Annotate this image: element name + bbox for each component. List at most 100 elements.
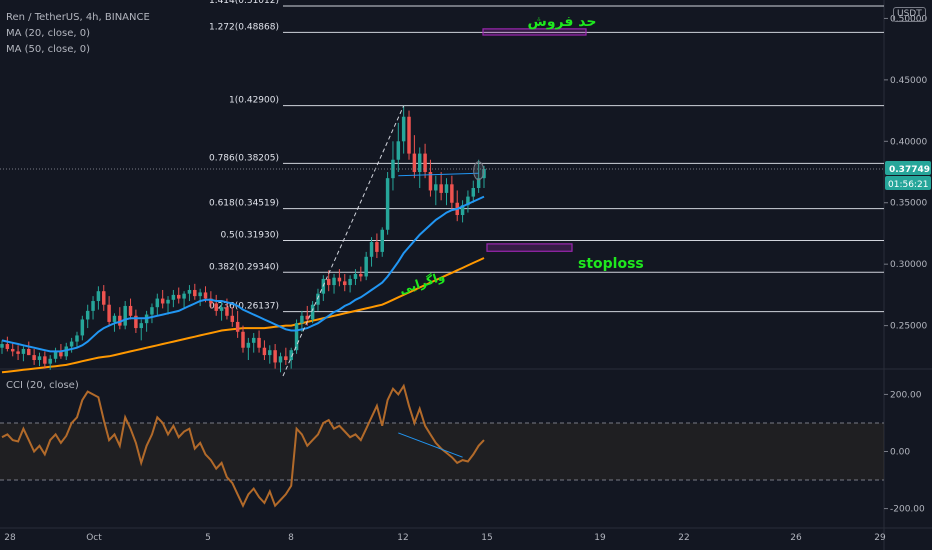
candle-48[interactable] bbox=[257, 330, 261, 353]
candle-74[interactable] bbox=[396, 122, 401, 173]
candle-24[interactable] bbox=[128, 298, 133, 320]
candle-15[interactable] bbox=[80, 315, 85, 341]
candle-56[interactable] bbox=[300, 310, 304, 332]
candle-88[interactable] bbox=[471, 180, 476, 203]
candle-33[interactable] bbox=[176, 287, 181, 304]
candle-69[interactable] bbox=[369, 237, 374, 267]
candle-6[interactable] bbox=[32, 348, 36, 365]
candle-68[interactable] bbox=[364, 251, 368, 281]
candle-body-84 bbox=[450, 184, 454, 203]
candle-35[interactable] bbox=[187, 285, 192, 302]
fib-label-7: 0.236(0.26137) bbox=[209, 302, 279, 312]
candle-8[interactable] bbox=[43, 351, 47, 369]
candle-3[interactable] bbox=[16, 345, 20, 361]
candles[interactable] bbox=[0, 105, 486, 373]
candle-body-8 bbox=[43, 356, 47, 364]
candle-50[interactable] bbox=[268, 345, 272, 364]
candle-55[interactable] bbox=[294, 319, 299, 354]
candle-76[interactable] bbox=[407, 110, 411, 160]
candle-86[interactable] bbox=[460, 200, 465, 223]
candle-2[interactable] bbox=[10, 342, 15, 357]
candle-body-4 bbox=[21, 348, 26, 354]
candle-32[interactable] bbox=[171, 289, 176, 308]
candle-41[interactable] bbox=[219, 301, 224, 321]
candle-53[interactable] bbox=[284, 347, 288, 365]
candle-16[interactable] bbox=[85, 304, 90, 329]
candle-67[interactable] bbox=[359, 266, 363, 282]
candle-73[interactable] bbox=[391, 141, 395, 191]
candle-29[interactable] bbox=[155, 293, 160, 316]
candle-7[interactable] bbox=[37, 352, 42, 367]
candle-51[interactable] bbox=[273, 344, 277, 369]
candle-70[interactable] bbox=[375, 233, 379, 259]
candle-79[interactable] bbox=[423, 143, 427, 179]
candle-45[interactable] bbox=[241, 325, 245, 353]
candle-75[interactable] bbox=[401, 105, 406, 154]
candle-44[interactable] bbox=[235, 310, 240, 338]
cci-legend[interactable]: CCI (20, close) bbox=[6, 380, 79, 391]
candle-63[interactable] bbox=[337, 269, 342, 287]
candle-37[interactable] bbox=[198, 288, 202, 306]
candle-1[interactable] bbox=[5, 336, 10, 352]
candle-49[interactable] bbox=[262, 340, 267, 361]
candle-66[interactable] bbox=[353, 269, 358, 286]
candle-78[interactable] bbox=[417, 147, 422, 188]
candle-87[interactable] bbox=[466, 190, 470, 213]
candle-body-35 bbox=[187, 289, 192, 294]
ma50-legend[interactable]: MA (50, close, 0) bbox=[6, 44, 91, 55]
candle-77[interactable] bbox=[412, 135, 417, 179]
candle-26[interactable] bbox=[139, 319, 143, 341]
candle-46[interactable] bbox=[246, 337, 251, 361]
candle-62[interactable] bbox=[332, 274, 336, 294]
candle-72[interactable] bbox=[385, 172, 390, 235]
candle-58[interactable] bbox=[310, 301, 315, 324]
candle-84[interactable] bbox=[450, 175, 454, 209]
candle-17[interactable] bbox=[91, 296, 95, 320]
candle-19[interactable] bbox=[102, 285, 106, 311]
candle-31[interactable] bbox=[166, 296, 170, 315]
candle-64[interactable] bbox=[343, 274, 347, 292]
candle-22[interactable] bbox=[118, 307, 122, 330]
currency-badge[interactable]: USDT bbox=[893, 7, 926, 22]
countdown-label: 01:56:21 bbox=[888, 180, 928, 190]
candle-61[interactable] bbox=[326, 270, 331, 292]
ma20-legend[interactable]: MA (20, close, 0) bbox=[6, 28, 91, 39]
candle-59[interactable] bbox=[316, 288, 320, 311]
candle-65[interactable] bbox=[348, 275, 352, 293]
candle-82[interactable] bbox=[439, 172, 443, 201]
candle-30[interactable] bbox=[160, 289, 165, 309]
candle-36[interactable] bbox=[193, 283, 197, 300]
candle-25[interactable] bbox=[134, 309, 138, 333]
candle-81[interactable] bbox=[434, 175, 438, 206]
candle-0[interactable] bbox=[0, 340, 4, 354]
candle-4[interactable] bbox=[21, 346, 26, 362]
candle-34[interactable] bbox=[182, 291, 186, 309]
candle-12[interactable] bbox=[64, 342, 69, 361]
cci-pane[interactable] bbox=[0, 383, 884, 509]
candle-47[interactable] bbox=[251, 332, 256, 353]
cci-tick-label-2: -200.00 bbox=[890, 505, 925, 515]
candle-10[interactable] bbox=[53, 347, 58, 363]
candle-52[interactable] bbox=[278, 352, 283, 373]
candle-9[interactable] bbox=[48, 355, 52, 370]
candle-20[interactable] bbox=[107, 296, 111, 326]
candle-83[interactable] bbox=[444, 178, 449, 206]
candle-54[interactable] bbox=[289, 347, 293, 369]
candle-5[interactable] bbox=[27, 341, 31, 356]
candle-18[interactable] bbox=[96, 286, 101, 310]
candle-23[interactable] bbox=[123, 301, 127, 330]
symbol-title[interactable]: Ren / TetherUS, 4h, BINANCE bbox=[6, 12, 150, 23]
candle-14[interactable] bbox=[75, 331, 79, 348]
candle-40[interactable] bbox=[214, 294, 218, 316]
candle-80[interactable] bbox=[428, 159, 433, 197]
candle-body-39 bbox=[209, 298, 213, 304]
candle-28[interactable] bbox=[150, 303, 154, 324]
candle-13[interactable] bbox=[69, 337, 74, 353]
candle-43[interactable] bbox=[230, 307, 235, 327]
candle-body-67 bbox=[359, 274, 363, 277]
candle-71[interactable] bbox=[380, 227, 384, 257]
candle-89[interactable] bbox=[476, 159, 481, 193]
candle-body-63 bbox=[337, 277, 342, 282]
candle-body-66 bbox=[353, 274, 358, 279]
